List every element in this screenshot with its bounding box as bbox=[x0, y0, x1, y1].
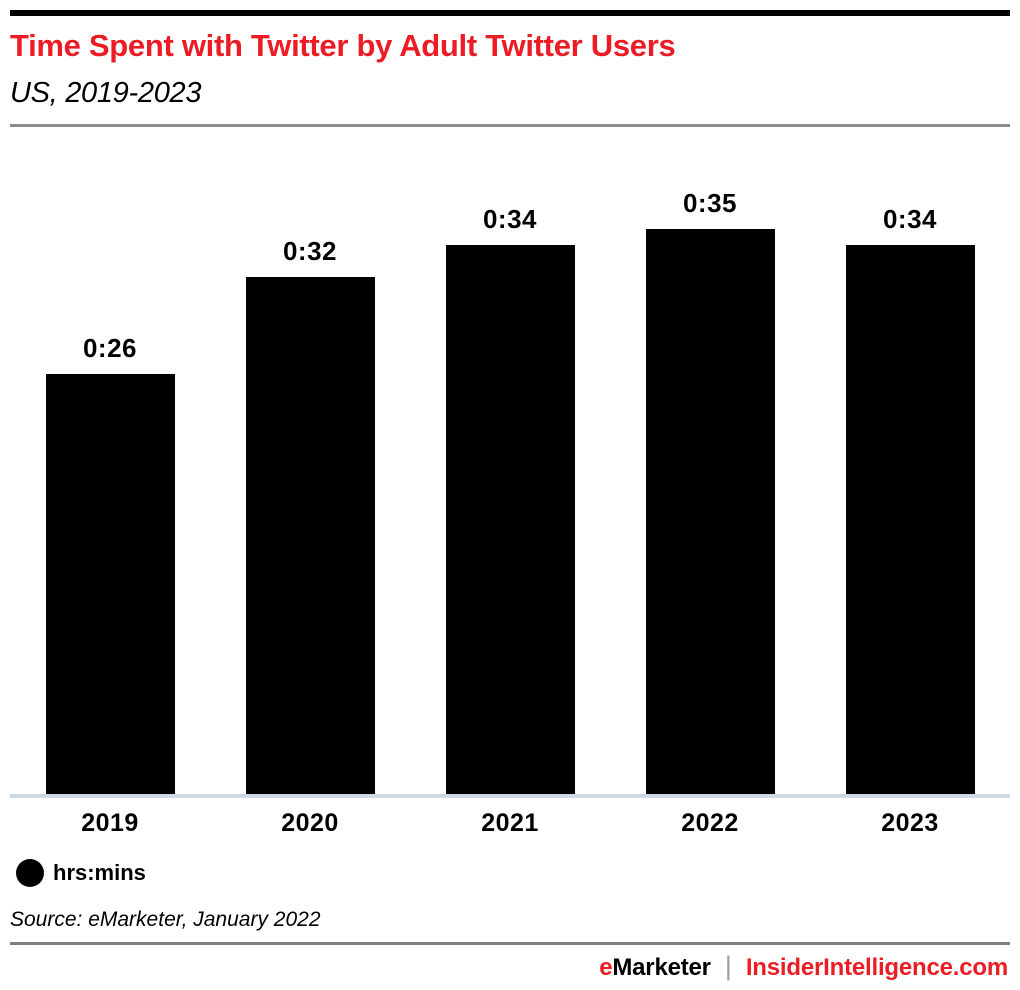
bar-value-label: 0:34 bbox=[482, 204, 538, 234]
axis-label-2019: 2019 bbox=[81, 809, 139, 837]
emarketer-logo-rest: Marketer bbox=[612, 953, 711, 981]
emarketer-logo-e: e bbox=[599, 953, 613, 981]
bar-2023 bbox=[845, 245, 975, 794]
bar-column-2021: 0:34 bbox=[410, 127, 610, 794]
legend: hrs:mins bbox=[16, 859, 1010, 887]
plot-area: 0:26 0:32 0:34 0:35 0:34 bbox=[10, 127, 1010, 794]
source-note: Source: eMarketer, January 2022 bbox=[10, 908, 321, 931]
footer-branding: eMarketer | InsiderIntelligence.com bbox=[10, 951, 1008, 983]
bar-value-label: 0:34 bbox=[882, 204, 938, 234]
axis-label-2020: 2020 bbox=[281, 809, 339, 837]
footer-separator: | bbox=[724, 951, 732, 981]
axis-label-2022: 2022 bbox=[681, 809, 739, 837]
x-axis-line bbox=[10, 794, 1010, 798]
chart-card: Time Spent with Twitter by Adult Twitter… bbox=[0, 10, 1020, 990]
bar-2022 bbox=[645, 229, 775, 794]
bar-2019 bbox=[45, 374, 175, 794]
bar-value-label: 0:26 bbox=[82, 333, 138, 363]
bar-column-2023: 0:34 bbox=[810, 127, 1010, 794]
emarketer-logo: eMarketer bbox=[599, 954, 711, 982]
legend-circle-icon bbox=[16, 859, 44, 887]
chart-subtitle: US, 2019-2023 bbox=[10, 77, 202, 109]
bar-2020 bbox=[245, 277, 375, 794]
bar-value-label: 0:32 bbox=[282, 236, 338, 266]
bar-chart: 0:26 0:32 0:34 0:35 0:34 2019 2020 2021 2022 202… bbox=[10, 127, 1010, 838]
header-divider bbox=[10, 124, 1010, 127]
bar-column-2020: 0:32 bbox=[210, 127, 410, 794]
bar-column-2022: 0:35 bbox=[610, 127, 810, 794]
bar-2021 bbox=[445, 245, 575, 794]
axis-label-2021: 2021 bbox=[481, 809, 539, 837]
chart-title: Time Spent with Twitter by Adult Twitter… bbox=[10, 28, 676, 63]
top-accent-bar bbox=[10, 10, 1010, 16]
legend-label: hrs:mins bbox=[53, 860, 146, 885]
bar-value-label: 0:35 bbox=[682, 188, 738, 218]
insider-intelligence-label: InsiderIntelligence.com bbox=[745, 953, 1008, 981]
axis-label-2023: 2023 bbox=[881, 809, 939, 837]
bar-column-2019: 0:26 bbox=[10, 127, 210, 794]
footer-divider bbox=[10, 942, 1010, 945]
x-axis-labels: 2019 2020 2021 2022 2023 bbox=[10, 798, 1010, 838]
